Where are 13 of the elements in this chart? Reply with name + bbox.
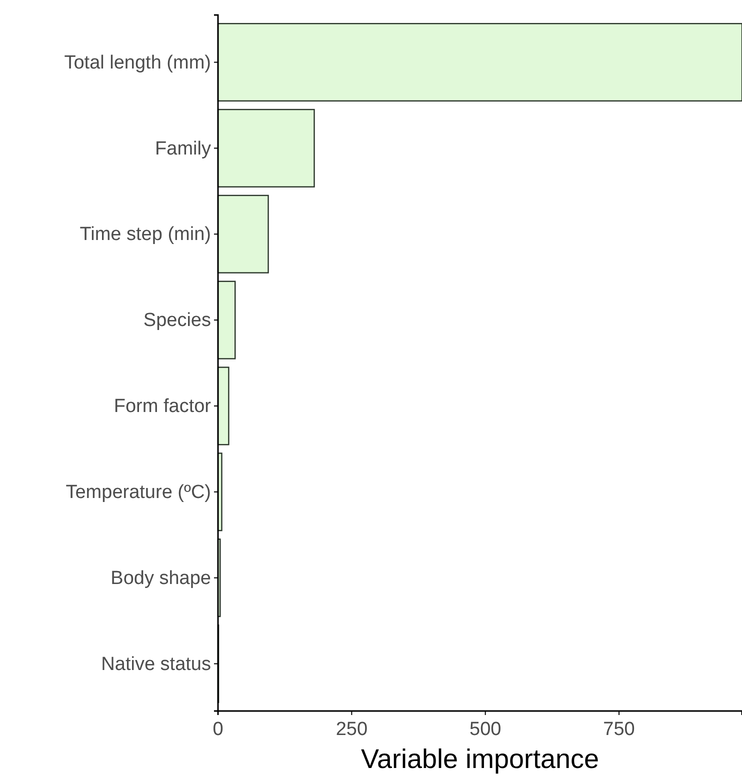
y-tick-label: Family [155, 138, 212, 160]
x-axis-title: Variable importance [360, 744, 600, 774]
y-tick-label: Time step (min) [80, 224, 211, 246]
y-tick-label: Form factor [114, 396, 212, 418]
y-tick-label: Temperature (ºC) [66, 482, 211, 503]
y-tick-label: Native status [101, 654, 211, 675]
y-tick-label: Species [143, 310, 211, 332]
x-tick-label: 500 [469, 719, 502, 740]
x-tick-label: 0 [212, 719, 224, 740]
y-tick-label: Total length (mm) [64, 52, 211, 74]
x-tick-label: 250 [336, 719, 368, 740]
y-tick-label: Body shape [110, 568, 211, 589]
x-tick-label: 750 [603, 719, 635, 740]
